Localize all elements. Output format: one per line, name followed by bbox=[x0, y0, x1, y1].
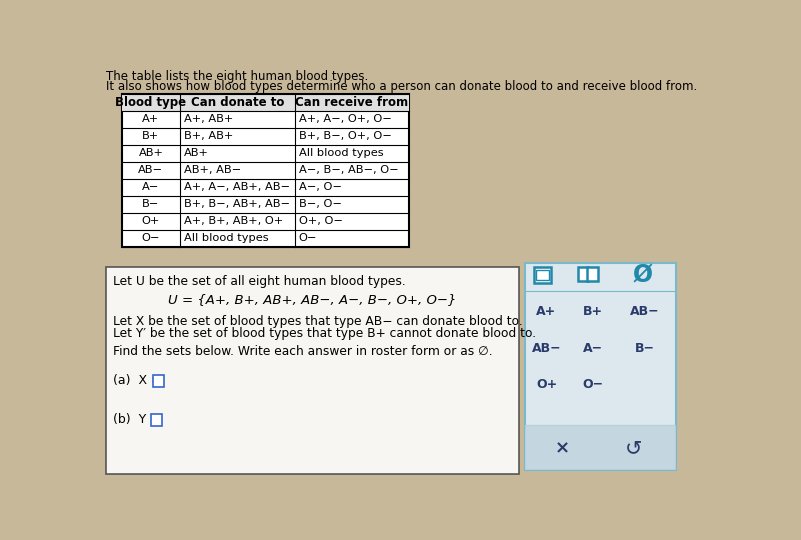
Text: B+: B+ bbox=[583, 306, 603, 319]
Text: Let Y′ be the set of blood types that type B+ cannot donate blood to.: Let Y′ be the set of blood types that ty… bbox=[112, 327, 536, 340]
Text: Let U be the set of all eight human blood types.: Let U be the set of all eight human bloo… bbox=[112, 275, 405, 288]
Bar bbox=[151, 414, 162, 426]
Text: B+, AB+: B+, AB+ bbox=[183, 131, 233, 141]
Text: AB+: AB+ bbox=[139, 148, 163, 158]
Text: O+: O+ bbox=[142, 216, 160, 226]
Text: A+, A−, O+, O−: A+, A−, O+, O− bbox=[299, 114, 391, 125]
Text: (a)  X =: (a) X = bbox=[112, 374, 161, 387]
Text: (b)  Y =: (b) Y = bbox=[112, 413, 160, 426]
Bar bbox=[525, 425, 676, 470]
Text: A−: A− bbox=[583, 342, 603, 355]
Text: A+, A−, AB+, AB−: A+, A−, AB+, AB− bbox=[183, 182, 290, 192]
Text: A−, B−, AB−, O−: A−, B−, AB−, O− bbox=[299, 165, 398, 176]
Text: ×: × bbox=[554, 439, 570, 457]
Text: B+, B−, AB+, AB−: B+, B−, AB+, AB− bbox=[183, 199, 290, 209]
Text: It also shows how blood types determine who a person can donate blood to and rec: It also shows how blood types determine … bbox=[106, 80, 697, 93]
Text: A−: A− bbox=[143, 182, 159, 192]
Text: Let X be the set of blood types that type AB− can donate blood to.: Let X be the set of blood types that typ… bbox=[112, 315, 522, 328]
Text: Can receive from: Can receive from bbox=[296, 96, 409, 109]
Bar bbox=[534, 267, 551, 283]
Text: Find the sets below. Write each answer in roster form or as ∅.: Find the sets below. Write each answer i… bbox=[112, 345, 492, 358]
Text: AB−: AB− bbox=[532, 342, 562, 355]
Bar bbox=[107, 267, 518, 474]
Text: AB−: AB− bbox=[630, 306, 660, 319]
Text: B+: B+ bbox=[143, 131, 159, 141]
Text: B−: B− bbox=[635, 342, 655, 355]
Text: Blood type: Blood type bbox=[115, 96, 187, 109]
Text: O+, O−: O+, O− bbox=[299, 216, 342, 226]
Bar bbox=[122, 94, 409, 247]
Bar bbox=[525, 264, 676, 470]
Bar bbox=[578, 267, 589, 281]
Text: O+: O+ bbox=[536, 378, 557, 391]
Text: A−, O−: A−, O− bbox=[299, 182, 341, 192]
Text: B+, B−, O+, O−: B+, B−, O+, O− bbox=[299, 131, 391, 141]
Text: B−, O−: B−, O− bbox=[299, 199, 341, 209]
Text: O−: O− bbox=[142, 233, 160, 243]
Text: O−: O− bbox=[299, 233, 317, 243]
Text: Can donate to: Can donate to bbox=[191, 96, 284, 109]
Text: A+, B+, AB+, O+: A+, B+, AB+, O+ bbox=[183, 216, 283, 226]
Text: B−: B− bbox=[143, 199, 159, 209]
Text: U = {A+, B+, AB+, AB−, A−, B−, O+, O−}: U = {A+, B+, AB+, AB−, A−, B−, O+, O−} bbox=[168, 294, 457, 307]
Text: A+, AB+: A+, AB+ bbox=[183, 114, 233, 125]
Text: Ø: Ø bbox=[633, 264, 653, 288]
Bar bbox=[587, 267, 598, 281]
Bar bbox=[153, 375, 163, 387]
Text: All blood types: All blood types bbox=[183, 233, 268, 243]
Text: AB+: AB+ bbox=[183, 148, 209, 158]
Text: A+: A+ bbox=[537, 306, 557, 319]
Text: AB+, AB−: AB+, AB− bbox=[183, 165, 241, 176]
Text: A+: A+ bbox=[143, 114, 159, 125]
Text: AB−: AB− bbox=[139, 165, 163, 176]
Text: The table lists the eight human blood types.: The table lists the eight human blood ty… bbox=[106, 70, 368, 83]
Text: O−: O− bbox=[582, 378, 604, 391]
Bar bbox=[122, 94, 409, 111]
Text: All blood types: All blood types bbox=[299, 148, 383, 158]
Text: ↺: ↺ bbox=[625, 438, 642, 458]
Bar bbox=[537, 269, 549, 280]
